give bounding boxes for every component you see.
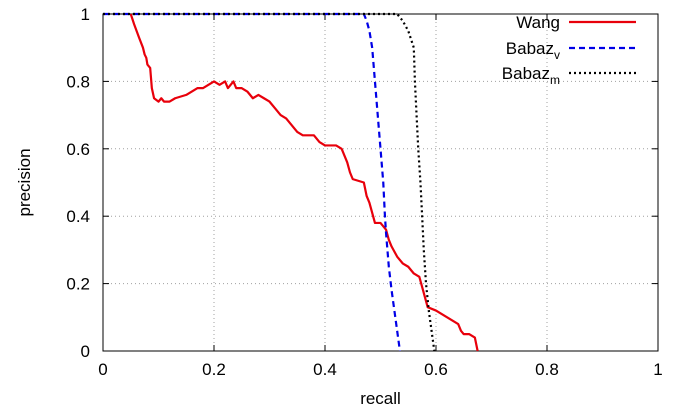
x-tick-label: 0 <box>98 360 107 379</box>
y-tick-label: 0.2 <box>66 275 90 294</box>
y-tick-label: 0.8 <box>66 72 90 91</box>
x-tick-label: 0.8 <box>535 360 559 379</box>
y-tick-label: 0.4 <box>66 207 90 226</box>
series-lines <box>103 12 479 352</box>
y-tick-label: 0 <box>81 342 90 361</box>
tick-labels: 0 0.2 0.4 0.6 0.8 1 0 0.2 0.4 0.6 0.8 1 <box>66 5 662 379</box>
y-axis-title: precision <box>15 148 34 216</box>
y-tick-label: 0.6 <box>66 140 90 159</box>
series-line-babazv <box>103 12 402 352</box>
legend-label: Babazv <box>506 39 560 62</box>
x-tick-label: 0.2 <box>202 360 226 379</box>
axes <box>102 13 659 352</box>
grid-lines <box>103 14 658 351</box>
series-line-wang <box>129 13 479 352</box>
series-line-babazm <box>103 12 436 352</box>
legend-label: Wang <box>516 13 560 32</box>
legend-label: Babazm <box>502 64 560 87</box>
x-tick-label: 0.4 <box>313 360 337 379</box>
x-axis-title: recall <box>360 389 401 408</box>
x-tick-label: 1 <box>653 360 662 379</box>
y-tick-label: 1 <box>81 5 90 24</box>
plot-frame <box>102 13 659 352</box>
x-tick-label: 0.6 <box>424 360 448 379</box>
